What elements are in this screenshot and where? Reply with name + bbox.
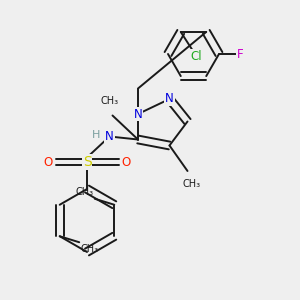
Text: N: N bbox=[105, 130, 114, 143]
Text: N: N bbox=[134, 107, 142, 121]
Text: H: H bbox=[92, 130, 100, 140]
Text: O: O bbox=[121, 155, 130, 169]
Text: Cl: Cl bbox=[190, 50, 202, 63]
Text: N: N bbox=[165, 92, 174, 106]
Text: CH₃: CH₃ bbox=[81, 244, 99, 254]
Text: F: F bbox=[237, 47, 244, 61]
Text: CH₃: CH₃ bbox=[100, 97, 118, 106]
Text: S: S bbox=[82, 155, 91, 169]
Text: CH₃: CH₃ bbox=[75, 187, 93, 197]
Text: O: O bbox=[44, 155, 53, 169]
Text: CH₃: CH₃ bbox=[183, 179, 201, 189]
